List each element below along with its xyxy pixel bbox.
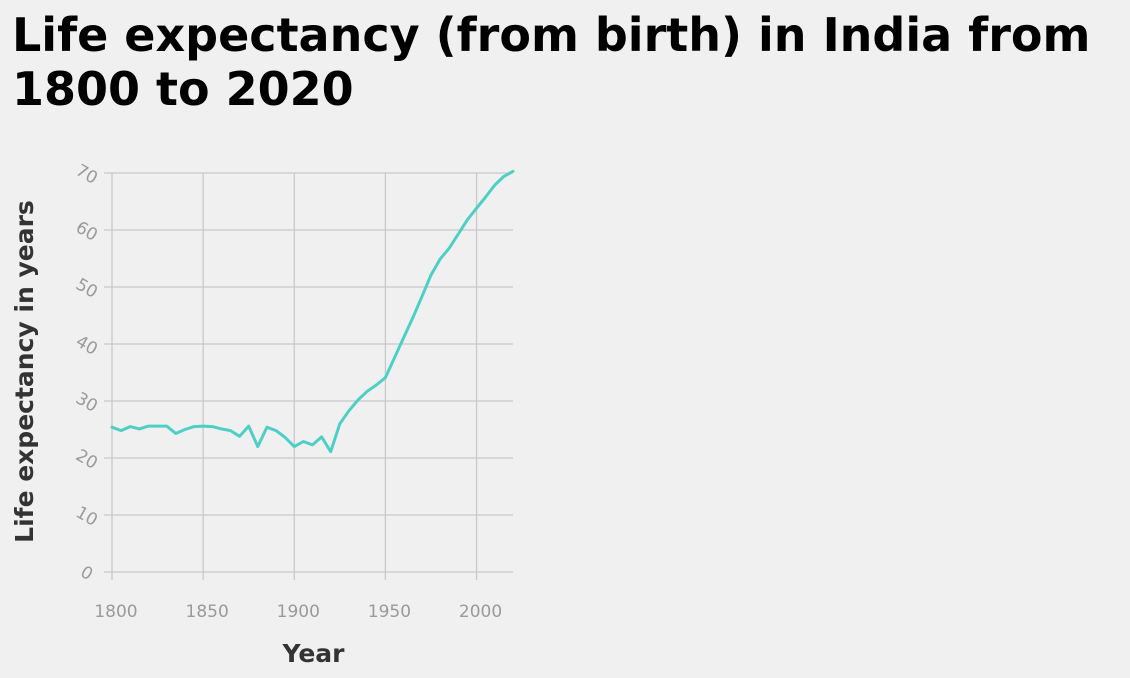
y-tick-label: 20 [72,446,101,474]
x-tick-label: 1950 [368,602,411,622]
x-tick-label: 1850 [186,602,229,622]
y-axis-ticks: 0 10 20 30 40 50 60 70 [72,161,101,585]
gridlines [104,172,513,580]
y-tick-label: 60 [72,218,101,246]
y-tick-label: 10 [72,503,101,531]
x-axis-title: Year [282,639,346,668]
y-tick-label: 30 [72,389,101,417]
chart-title: Life expectancy (from birth) in India fr… [12,8,1091,116]
x-tick-label: 1900 [277,602,320,622]
y-tick-label: 0 [77,562,96,585]
y-tick-label: 70 [72,161,101,189]
x-tick-label: 2000 [459,602,502,622]
series-line-life-expectancy [110,169,515,454]
y-tick-label: 50 [72,275,101,303]
y-tick-label: 40 [72,332,101,360]
x-tick-label: 1800 [94,602,137,622]
x-axis-ticks: 1800 1850 1900 1950 2000 [94,602,502,622]
y-axis-title: Life expectancy in years [10,200,39,543]
